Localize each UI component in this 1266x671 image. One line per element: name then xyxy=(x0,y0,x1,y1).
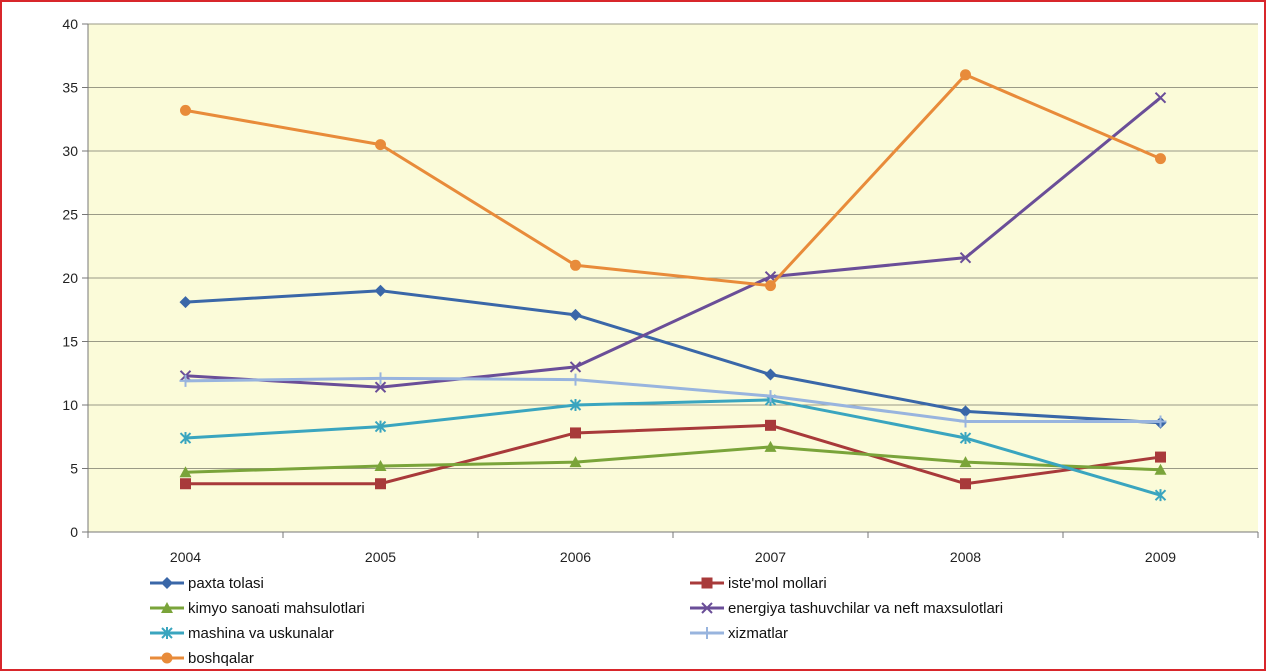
legend-marker xyxy=(161,577,173,589)
data-point xyxy=(569,308,582,321)
y-tick-label: 15 xyxy=(62,334,78,350)
legend-marker xyxy=(701,602,713,614)
data-point xyxy=(179,466,192,478)
data-point xyxy=(959,456,972,468)
legend-item-kimyo-sanoati-mahsulotlari: kimyo sanoati mahsulotlari xyxy=(150,600,365,617)
data-point xyxy=(375,478,386,490)
series-line xyxy=(185,96,1162,389)
data-point xyxy=(374,284,387,297)
y-tick-label: 30 xyxy=(62,143,78,159)
legend-label: mashina va uskunalar xyxy=(188,625,334,642)
data-point xyxy=(960,478,971,490)
legend-item-mashina-va-uskunalar: mashina va uskunalar xyxy=(150,625,334,642)
data-point xyxy=(570,427,581,439)
data-point xyxy=(1154,91,1167,104)
series-energiya-tashuvchilar-va-neft-maxsulotlari xyxy=(179,91,1167,393)
data-point xyxy=(765,280,776,292)
legend-label: energiya tashuvchilar va neft maxsulotla… xyxy=(728,600,1003,617)
series-line xyxy=(185,398,1161,497)
y-tick-label: 40 xyxy=(62,16,78,32)
x-tick-label: 2009 xyxy=(1145,549,1176,565)
legend-item-paxta-tolasi: paxta tolasi xyxy=(150,575,264,592)
series-kimyo-sanoati-mahsulotlari xyxy=(179,440,1167,478)
legend-marker xyxy=(701,627,713,639)
data-point xyxy=(375,139,386,151)
legend-label: kimyo sanoati mahsulotlari xyxy=(188,600,365,617)
series-paxta-tolasi xyxy=(179,284,1167,429)
data-point xyxy=(570,259,581,271)
y-tick-label: 0 xyxy=(70,524,78,540)
data-point xyxy=(180,478,191,490)
x-tick-label: 2008 xyxy=(950,549,981,565)
legend-marker xyxy=(161,627,173,639)
series-lines xyxy=(179,69,1167,502)
y-tick-label: 25 xyxy=(62,207,78,223)
data-point xyxy=(569,456,582,468)
axes: 0 5 10 15 20 25 30 35 40 2004 2005 2006 2007 2008 2009 xyxy=(62,16,1259,565)
data-point xyxy=(765,419,776,431)
legend-marker xyxy=(161,652,173,664)
legend-label: xizmatlar xyxy=(728,625,788,642)
y-tick-label: 10 xyxy=(62,397,78,413)
data-point xyxy=(569,361,582,373)
x-tick-label: 2007 xyxy=(755,549,786,565)
data-point xyxy=(179,296,192,309)
series-line xyxy=(185,289,1161,425)
series-line xyxy=(185,423,1161,486)
data-point xyxy=(959,415,972,428)
data-point xyxy=(374,459,387,471)
data-point xyxy=(959,251,972,264)
x-tick-label: 2004 xyxy=(170,549,201,565)
data-point xyxy=(959,432,972,445)
series-line xyxy=(185,445,1161,474)
data-point xyxy=(569,373,582,386)
legend-label: paxta tolasi xyxy=(188,575,264,592)
data-point xyxy=(374,420,387,433)
data-point xyxy=(960,69,971,81)
legend-marker xyxy=(701,577,713,589)
data-point xyxy=(1154,463,1167,475)
data-point xyxy=(569,399,582,411)
series-line xyxy=(185,376,1161,424)
legend-label: boshqalar xyxy=(188,650,254,667)
series-xizmatlar xyxy=(179,372,1167,428)
data-point xyxy=(1154,489,1167,502)
data-point xyxy=(1154,415,1167,428)
y-tick-label: 5 xyxy=(70,461,78,477)
legend: paxta tolasi iste'mol mollari kimyo sanoat… xyxy=(150,575,1003,667)
legend-item-boshqalar: boshqalar xyxy=(150,650,254,667)
legend-marker xyxy=(161,602,173,613)
series-iste-mol-mollari xyxy=(180,419,1166,490)
series-line xyxy=(185,73,1162,288)
series-boshqalar xyxy=(180,69,1166,292)
data-point xyxy=(179,432,192,445)
legend-item-xizmatlar: xizmatlar xyxy=(690,625,788,642)
data-point xyxy=(959,405,972,418)
x-tick-label: 2006 xyxy=(560,549,591,565)
data-point xyxy=(764,390,777,403)
legend-item-energiya-tashuvchilar-va-neft-maxsulotlari: energiya tashuvchilar va neft maxsulotla… xyxy=(690,600,1003,617)
data-point xyxy=(374,381,387,393)
series-mashina-va-uskunalar xyxy=(179,393,1167,502)
legend-label: iste'mol mollari xyxy=(728,575,827,592)
data-point xyxy=(374,372,387,385)
data-point xyxy=(764,440,777,452)
legend-item-iste-mol-mollari: iste'mol mollari xyxy=(690,575,827,592)
data-point xyxy=(764,368,777,381)
x-tick-label: 2005 xyxy=(365,549,396,565)
data-point xyxy=(1155,451,1166,463)
data-point xyxy=(180,104,191,116)
data-point xyxy=(179,374,192,387)
y-tick-label: 20 xyxy=(62,270,78,286)
y-tick-label: 35 xyxy=(62,80,78,96)
data-point xyxy=(1155,153,1166,165)
